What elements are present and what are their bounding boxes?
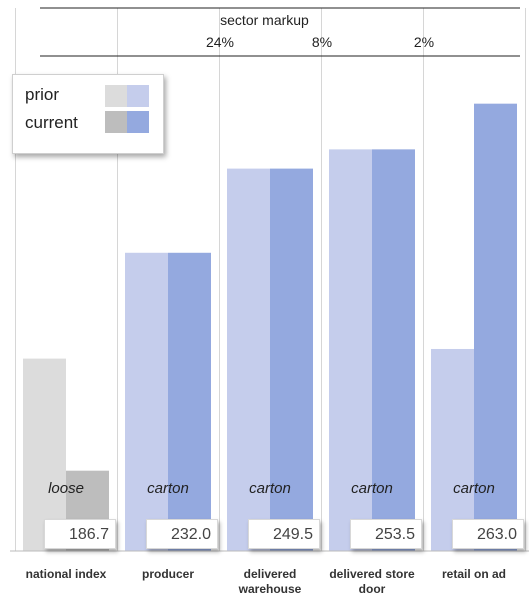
pack-label: carton — [453, 480, 495, 497]
bar-prior — [125, 252, 168, 551]
legend-swatch-prior-index — [105, 85, 127, 107]
legend-label-prior: prior — [25, 85, 60, 104]
markup-percent: 24% — [205, 34, 235, 50]
pack-label: loose — [48, 480, 84, 497]
bar-prior — [329, 149, 372, 552]
category-label: producer — [141, 567, 194, 581]
legend: prior current — [12, 74, 164, 154]
category-label: national index — [25, 567, 107, 581]
value-label: 253.5 — [350, 519, 422, 549]
markup-percent: 8% — [311, 34, 333, 50]
bar-prior — [23, 358, 66, 551]
value-label: 232.0 — [146, 519, 218, 549]
bar-prior — [227, 168, 270, 552]
markup-header: sector markup — [220, 12, 309, 28]
category-label: retail on ad — [441, 567, 506, 581]
bar-current — [474, 103, 517, 552]
markup-percent: 2% — [413, 34, 435, 50]
bar-current — [372, 149, 415, 552]
value-label: 249.5 — [248, 519, 320, 549]
legend-swatch-current — [127, 111, 149, 133]
bar-current — [168, 252, 211, 551]
bar-prior — [431, 348, 474, 551]
bar-current — [270, 168, 313, 552]
pack-label: carton — [351, 480, 393, 497]
category-label: delivered store door — [329, 567, 415, 596]
value-label: 186.7 — [44, 519, 116, 549]
legend-swatch-current-index — [105, 111, 127, 133]
bars — [23, 103, 517, 552]
legend-swatch-prior — [127, 85, 149, 107]
pack-label: carton — [249, 480, 291, 497]
category-label: delivered warehouse — [238, 567, 302, 596]
legend-label-current: current — [25, 113, 78, 132]
pack-label: carton — [147, 480, 189, 497]
value-label: 263.0 — [452, 519, 524, 549]
